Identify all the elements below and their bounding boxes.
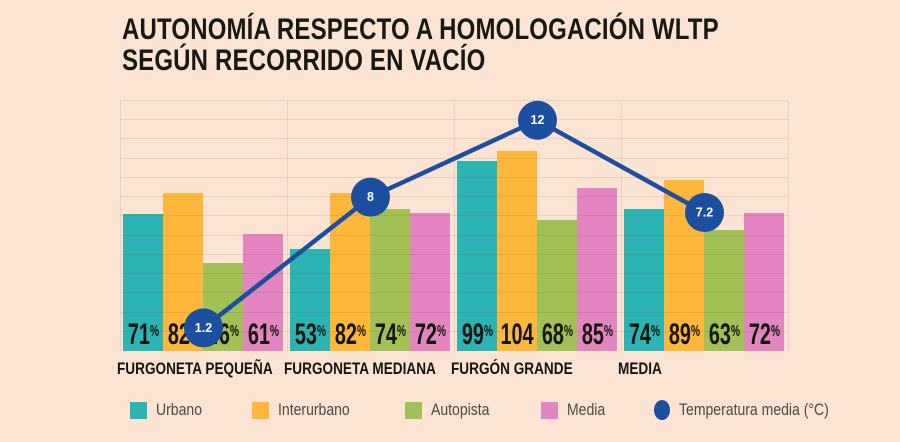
percent-sign: %	[149, 322, 159, 340]
percent-sign: %	[563, 322, 573, 340]
gridline-horizontal	[120, 119, 788, 121]
bar-urbano-group1	[123, 214, 163, 351]
percent-sign: %	[396, 322, 406, 340]
bar-interurbano-group2	[330, 193, 370, 351]
category-label: FURGÓN GRANDE	[451, 359, 573, 378]
category-label: FURGONETA MEDIANA	[284, 359, 436, 378]
percent-sign: %	[483, 322, 493, 340]
temperature-point	[685, 193, 724, 233]
bar-value-label: 71%	[127, 318, 159, 351]
bar-urbano-group4	[624, 208, 664, 351]
percent-sign: %	[603, 322, 613, 340]
bar-value-label: 82%	[334, 318, 366, 351]
gridline-vertical	[120, 101, 121, 351]
bar-value-label: 63%	[708, 318, 740, 351]
bar-media-group4	[744, 212, 784, 351]
temperature-value-label: 8	[367, 190, 374, 204]
legend-item: Media	[541, 401, 612, 420]
chart-title: AUTONOMÍA RESPECTO A HOMOLOGACIÓN WLTP SE…	[122, 14, 868, 76]
gridline-horizontal	[120, 100, 788, 101]
temperature-value-label: 7.2	[696, 206, 713, 220]
category-axis: FURGONETA PEQUEÑA FURGONETA MEDIANA FURGÓN…	[0, 359, 900, 381]
legend-square-marker-icon	[130, 401, 147, 419]
bar-value-label: 74%	[628, 318, 660, 351]
percent-sign: %	[650, 322, 660, 340]
category-label: MEDIA	[618, 359, 662, 378]
percent-sign: %	[436, 322, 446, 340]
bar-urbano-group3	[457, 160, 497, 351]
percent-sign: %	[770, 322, 780, 340]
legend: Urbano Interurbano Autopista Media Temperatu…	[130, 400, 856, 420]
gridline-horizontal	[120, 292, 788, 294]
category-label: FURGONETA PEQUEÑA	[117, 359, 273, 378]
gridline-horizontal	[120, 138, 788, 140]
bar-value-label: 61%	[247, 318, 279, 351]
legend-item: Interurbano	[252, 401, 362, 420]
percent-sign: %	[730, 322, 740, 340]
bar-media-group3	[577, 187, 617, 351]
legend-item: Autopista	[404, 400, 500, 420]
bar-value-label: 72%	[414, 318, 446, 351]
gridline-horizontal	[120, 330, 788, 332]
bar-interurbano-group3	[497, 151, 537, 351]
legend-item: Urbano	[130, 401, 210, 420]
chart-title-line1: AUTONOMÍA RESPECTO A HOMOLOGACIÓN WLTP	[122, 13, 719, 46]
bar-value-label: 68%	[541, 318, 573, 351]
legend-item: Temperatura media (°C)	[654, 400, 855, 420]
temperature-point	[184, 308, 223, 348]
bar-value-label: 53%	[294, 318, 326, 351]
temperature-point	[518, 100, 557, 140]
gridline-vertical	[621, 101, 622, 351]
legend-square-marker-icon	[404, 401, 422, 419]
temperature-value-label: 12	[531, 113, 545, 127]
gridline-horizontal	[120, 196, 788, 198]
bar-media-group2	[410, 212, 450, 351]
legend-label: Autopista	[430, 400, 490, 419]
legend-square-marker-icon	[541, 401, 559, 419]
bar-urbano-group2	[290, 249, 330, 351]
percent-sign: %	[356, 322, 366, 340]
chart-title-line2: SEGÚN RECORRIDO EN VACÍO	[122, 44, 486, 77]
temperature-value-label: 1.2	[195, 321, 212, 335]
chart-plot-area: 71%82%46%61%53%82%74%72%99%10468%85%74%8…	[120, 100, 789, 351]
gridline-horizontal	[120, 311, 788, 313]
legend-label: Temperatura media (°C)	[679, 400, 830, 419]
bar-value-label: 99%	[461, 318, 493, 351]
gridline-vertical	[287, 101, 288, 351]
percent-sign: %	[269, 322, 279, 340]
legend-label: Interurbano	[278, 400, 350, 419]
legend-label: Media	[567, 400, 606, 419]
gridline-horizontal	[120, 273, 788, 275]
gridline-horizontal	[120, 215, 788, 217]
percent-sign: %	[229, 322, 239, 340]
bar-value-label: 85%	[581, 318, 613, 351]
bar-autopista-group3	[537, 220, 577, 351]
bar-value-label: 89%	[668, 318, 700, 351]
bar-value-label: 74%	[374, 318, 406, 351]
gridline-horizontal	[120, 253, 788, 255]
percent-sign: %	[690, 322, 700, 340]
gridline-horizontal	[120, 234, 788, 236]
legend-label: Urbano	[156, 400, 203, 419]
gridline-vertical	[454, 101, 455, 351]
temperature-line-layer: 1.2 8 12 7.2	[184, 100, 724, 348]
temperature-line	[202, 117, 706, 330]
gridline-vertical	[788, 101, 789, 351]
legend-square-marker-icon	[252, 401, 270, 419]
legend-circle-marker-icon	[654, 400, 671, 420]
bar-autopista-group4	[704, 229, 744, 351]
gridline-horizontal	[120, 176, 788, 178]
bar-value-label: 104	[500, 318, 534, 351]
temperature-point	[351, 177, 390, 217]
bar-autopista-group2	[370, 208, 410, 351]
bar-value-label: 72%	[748, 318, 780, 351]
percent-sign: %	[316, 322, 326, 340]
